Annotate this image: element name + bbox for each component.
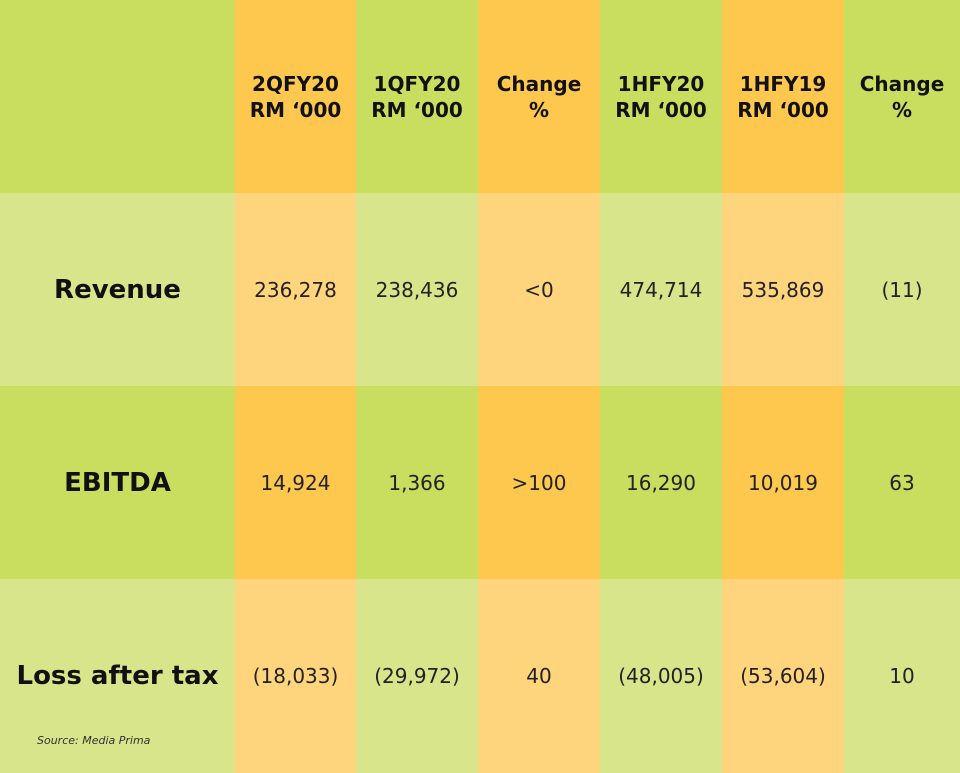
header-change-quarter: Change % (478, 0, 600, 193)
cell-value: 10 (844, 579, 960, 773)
header-1hfy20: 1HFY20 RM ‘000 (600, 0, 722, 193)
cell-value: 1,366 (356, 386, 478, 579)
cell-value: 535,869 (722, 193, 844, 386)
cell-value: >100 (478, 386, 600, 579)
cell-value: 238,436 (356, 193, 478, 386)
cell-value: 10,019 (722, 386, 844, 579)
cell-value: (53,604) (722, 579, 844, 773)
cell-value: (18,033) (235, 579, 356, 773)
cell-value: (48,005) (600, 579, 722, 773)
row-label-loss-after-tax: Loss after tax (0, 579, 235, 773)
header-1hfy19: 1HFY19 RM ‘000 (722, 0, 844, 193)
row-label-ebitda: EBITDA (0, 386, 235, 579)
header-1qfy20: 1QFY20 RM ‘000 (356, 0, 478, 193)
table-row-ebitda: EBITDA 14,924 1,366 >100 16,290 10,019 6… (0, 386, 960, 579)
cell-value: <0 (478, 193, 600, 386)
cell-value: (29,972) (356, 579, 478, 773)
cell-value: 40 (478, 579, 600, 773)
header-empty-cell (0, 0, 235, 193)
table-row-loss-after-tax: Loss after tax (18,033) (29,972) 40 (48,… (0, 579, 960, 773)
cell-value: 474,714 (600, 193, 722, 386)
source-note: Source: Media Prima (37, 734, 151, 747)
cell-value: 63 (844, 386, 960, 579)
cell-value: 14,924 (235, 386, 356, 579)
table-row-revenue: Revenue 236,278 238,436 <0 474,714 535,8… (0, 193, 960, 386)
cell-value: 236,278 (235, 193, 356, 386)
header-row: 2QFY20 RM ‘000 1QFY20 RM ‘000 Change % 1… (0, 0, 960, 193)
row-label-revenue: Revenue (0, 193, 235, 386)
cell-value: 16,290 (600, 386, 722, 579)
header-change-half: Change % (844, 0, 960, 193)
cell-value: (11) (844, 193, 960, 386)
header-2qfy20: 2QFY20 RM ‘000 (235, 0, 356, 193)
